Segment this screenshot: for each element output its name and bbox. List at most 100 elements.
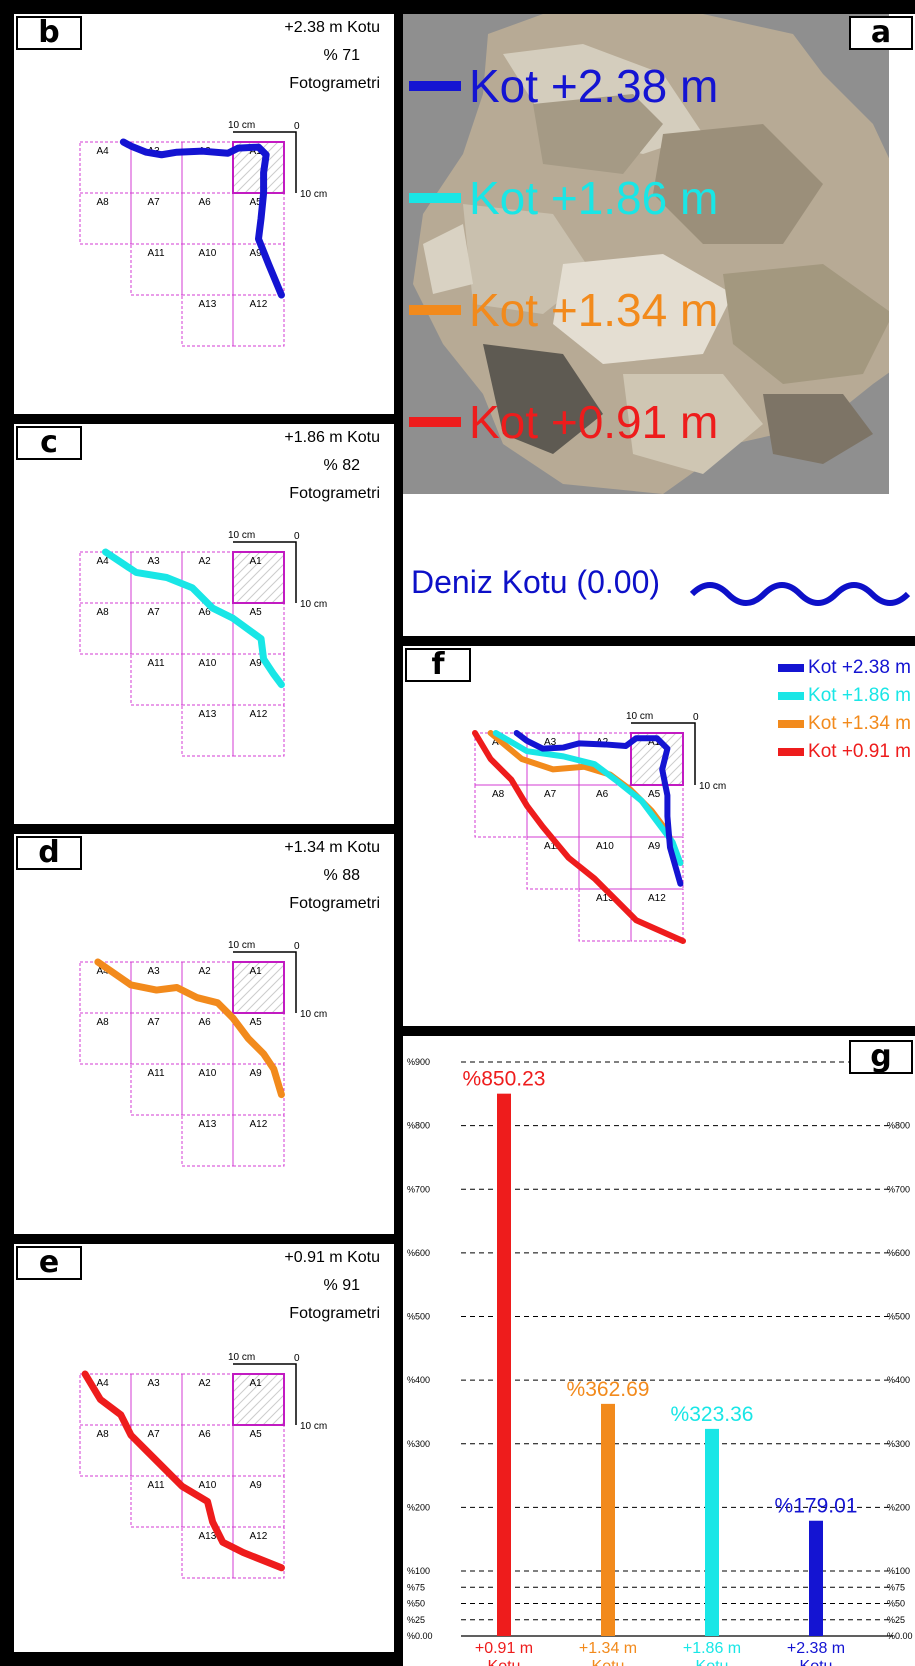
profile-curve <box>102 548 285 689</box>
cell-label: A9 <box>648 841 661 852</box>
grid-cell <box>232 1526 285 1579</box>
y-tick-label-right: %400 <box>887 1375 910 1385</box>
scale-side-label: 10 cm <box>300 599 327 610</box>
cell-label: A10 <box>596 841 614 852</box>
reference-cell <box>232 141 285 194</box>
legend-label: Kot +1.34 m <box>808 713 911 734</box>
y-tick-label: %700 <box>407 1184 430 1194</box>
panel-d: d +1.34 m Kotu % 88 Fotogrametri 10 cm 0 1… <box>14 834 394 1234</box>
y-tick-label-right: %600 <box>887 1248 910 1258</box>
scale-zero: 0 <box>294 121 300 132</box>
panel-header: +1.86 m Kotu % 82 Fotogrametri <box>284 424 380 508</box>
scale-bracket <box>233 131 297 193</box>
bar-value-label: %179.01 <box>775 1495 858 1518</box>
scale-bracket <box>233 1363 297 1425</box>
bar-chart: %0.00 %0.00 %25 %25 %50 %50 %75 %75 %100 %100 %200… <box>407 1057 913 1666</box>
y-tick-label-right: %50 <box>887 1599 905 1609</box>
y-tick-label-right: %300 <box>887 1439 910 1449</box>
reference-cell <box>232 961 285 1014</box>
grid-cell <box>79 602 132 655</box>
grid-cell <box>130 243 183 296</box>
sea-level-label: Deniz Kotu (0.00) <box>411 564 661 600</box>
category-label: Kotu <box>800 1658 833 1666</box>
y-tick-label-right: %100 <box>887 1566 910 1576</box>
bar-value-label: %362.69 <box>567 1378 650 1401</box>
cell-label: A9 <box>250 658 263 669</box>
cell-label: A7 <box>148 1429 161 1440</box>
percent-text: % 88 <box>323 867 360 884</box>
cell-label: A7 <box>148 1017 161 1028</box>
cell-label: A8 <box>97 1429 110 1440</box>
scale-label: 10 cm <box>626 711 653 722</box>
level-annotation: Kot +1.34 m <box>409 254 718 366</box>
cell-label: A5 <box>648 789 661 800</box>
panel-label: g <box>849 1040 913 1074</box>
bar <box>809 1520 823 1636</box>
cell-label: A4 <box>97 1378 110 1389</box>
y-tick-label: %800 <box>407 1121 430 1131</box>
y-tick-label: %0.00 <box>407 1631 433 1641</box>
scale-label: 10 cm <box>228 120 255 131</box>
grid-cell <box>130 1475 183 1528</box>
y-tick-label-right: %200 <box>887 1502 910 1512</box>
cell-label: A10 <box>199 1068 217 1079</box>
level-text: +0.91 m Kotu <box>284 1249 380 1266</box>
grid-cell <box>181 704 234 757</box>
y-tick-label: %200 <box>407 1502 430 1512</box>
cell-label: A5 <box>250 1017 263 1028</box>
grid-cell <box>181 1526 234 1579</box>
panel-label: d <box>16 836 82 870</box>
cell-label: A2 <box>199 1378 212 1389</box>
cell-grid <box>79 551 285 757</box>
method-text: Fotogrametri <box>289 75 380 92</box>
scale-side-label: 10 cm <box>300 189 327 200</box>
method-text: Fotogrametri <box>289 1305 380 1322</box>
y-tick-label-right: %25 <box>887 1615 905 1625</box>
y-tick-label: %300 <box>407 1439 430 1449</box>
cell-label: A12 <box>250 709 268 720</box>
cell-label: A10 <box>199 248 217 259</box>
scale-side-label: 10 cm <box>300 1421 327 1432</box>
legend-label: Kot +1.86 m <box>808 685 911 706</box>
level-line-swatch <box>409 193 461 203</box>
percent-text: % 91 <box>323 1277 360 1294</box>
cell-label: A7 <box>544 789 557 800</box>
bar <box>705 1428 719 1636</box>
level-annotations: Kot +2.38 m Kot +1.86 m Kot +1.34 m Kot … <box>409 30 718 478</box>
y-tick-label-right: %0.00 <box>887 1631 913 1641</box>
legend-swatch <box>778 748 805 756</box>
grid-diagram: 10 cm 0 10 cm A1 A2 A3 A4 A5 A6 A7 A8 A9 A10 A11 A12 A1… <box>79 530 327 757</box>
bar-value-label: %323.36 <box>671 1403 754 1426</box>
cell-label: A13 <box>596 893 614 904</box>
legend-item: Kot +0.91 m <box>778 738 911 766</box>
scale-zero: 0 <box>294 941 300 952</box>
category-label: Kotu <box>488 1658 521 1666</box>
level-annotation-text: Kot +1.86 m <box>469 172 719 224</box>
scale-side-label: 10 cm <box>300 1009 327 1020</box>
cell-label: A13 <box>199 709 217 720</box>
hatch-pattern <box>233 552 284 603</box>
y-tick-label: %900 <box>407 1057 430 1067</box>
scale-side-label: 10 cm <box>699 781 726 792</box>
rock-photo <box>403 14 889 494</box>
cell-label: A1 <box>250 146 263 157</box>
scale-label: 10 cm <box>228 940 255 951</box>
cell-label: A1 <box>648 737 661 748</box>
grid-cell <box>232 1114 285 1167</box>
grid-cell <box>232 704 285 757</box>
panel-g-chart: %0.00 %0.00 %25 %25 %50 %50 %75 %75 %100 %100 %200… <box>403 1036 915 1666</box>
panel-e: e +0.91 m Kotu % 91 Fotogrametri 10 cm 0 1… <box>14 1244 394 1652</box>
y-tick-label: %600 <box>407 1248 430 1258</box>
category-label: +1.86 m <box>683 1640 741 1657</box>
cell-label: A11 <box>148 248 165 259</box>
cell-label: A12 <box>250 299 268 310</box>
cell-label: A3 <box>148 556 161 567</box>
rock-mass <box>413 14 889 494</box>
panel-header: +2.38 m Kotu % 71 Fotogrametri <box>284 14 380 98</box>
cell-label: A9 <box>250 248 263 259</box>
y-tick-label: %500 <box>407 1312 430 1322</box>
reference-cell <box>232 551 285 604</box>
legend-label: Kot +0.91 m <box>808 741 911 762</box>
y-tick-label: %400 <box>407 1375 430 1385</box>
cell-label: A8 <box>97 1017 110 1028</box>
